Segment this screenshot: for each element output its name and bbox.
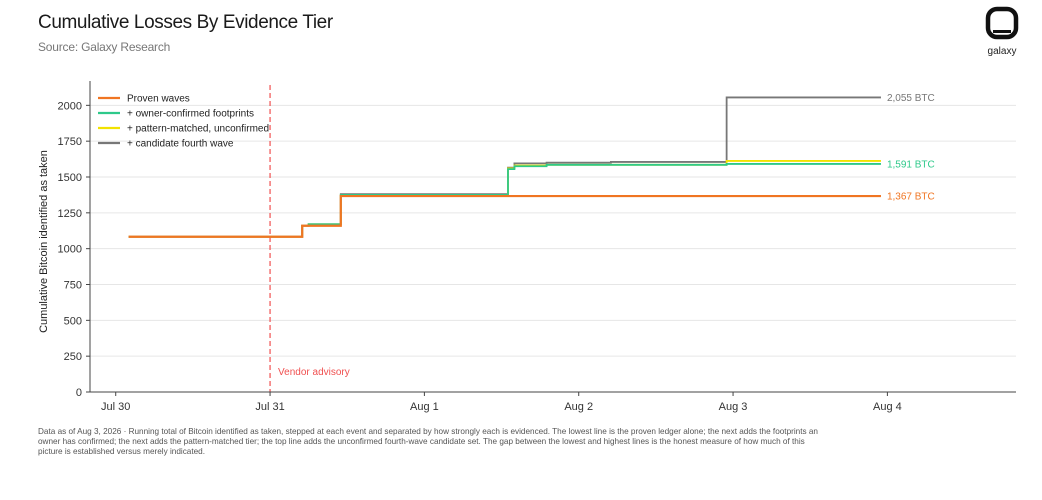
y-tick-label: 1750: [58, 136, 82, 148]
series-end-label: 1,591 BTC: [887, 159, 935, 170]
annotation-layer: Vendor advisory: [269, 85, 350, 392]
legend-entry: + pattern-matched, unconfirmed: [127, 124, 269, 135]
x-tick-label: Jul 30: [101, 401, 130, 413]
series-line: [128, 160, 881, 238]
axes: 0 250 500 750 1000 1250 1500 1750 2000 Jul 30 Jul …: [38, 81, 1016, 413]
end-labels: 2,055 BTC 1,591 BTC 1,367 BTC: [887, 93, 935, 203]
galaxy-logo-icon: [985, 6, 1019, 40]
footnote: Data as of Aug 3, 2026 · Running total o…: [38, 427, 818, 456]
x-tick-label: Aug 2: [564, 401, 593, 413]
grid-lines: [90, 104, 1016, 357]
y-tick-label: 500: [64, 315, 82, 327]
y-tick-label: 250: [64, 351, 82, 363]
chart-subtitle: Source: Galaxy Research: [38, 40, 171, 54]
series-line: [128, 163, 881, 238]
y-tick-label: 0: [76, 387, 82, 399]
legend-entry: Proven waves: [127, 94, 190, 105]
y-tick-label: 2000: [58, 100, 82, 112]
y-tick-label: 1250: [58, 208, 82, 220]
y-axis-label: Cumulative Bitcoin identified as taken: [38, 150, 50, 333]
x-tick-label: Aug 3: [719, 401, 748, 413]
logo-text: galaxy: [987, 46, 1017, 57]
series-end-label: 1,367 BTC: [887, 192, 935, 203]
vendor-advisory-label: Vendor advisory: [278, 367, 350, 378]
series-lines: [128, 96, 881, 238]
series-line: [128, 194, 881, 238]
x-tick-label: Aug 4: [873, 401, 902, 413]
legend: Proven waves + owner-confirmed footprints…: [98, 94, 269, 150]
evidence-tier-chart: Vendor advisory 0 250 500 750 1000 1250 1500 17…: [38, 81, 1016, 413]
y-tick-label: 750: [64, 280, 82, 292]
x-tick-label: Aug 1: [410, 401, 439, 413]
chart-title: Cumulative Losses By Evidence Tier: [38, 12, 333, 33]
y-tick-label: 1500: [58, 172, 82, 184]
legend-entry: + candidate fourth wave: [127, 139, 234, 150]
galaxy-logo: galaxy: [980, 6, 1024, 57]
series-end-label: 2,055 BTC: [887, 93, 935, 104]
legend-entry: + owner-confirmed footprints: [127, 109, 254, 120]
x-tick-label: Jul 31: [255, 401, 284, 413]
y-tick-label: 1000: [58, 244, 82, 256]
